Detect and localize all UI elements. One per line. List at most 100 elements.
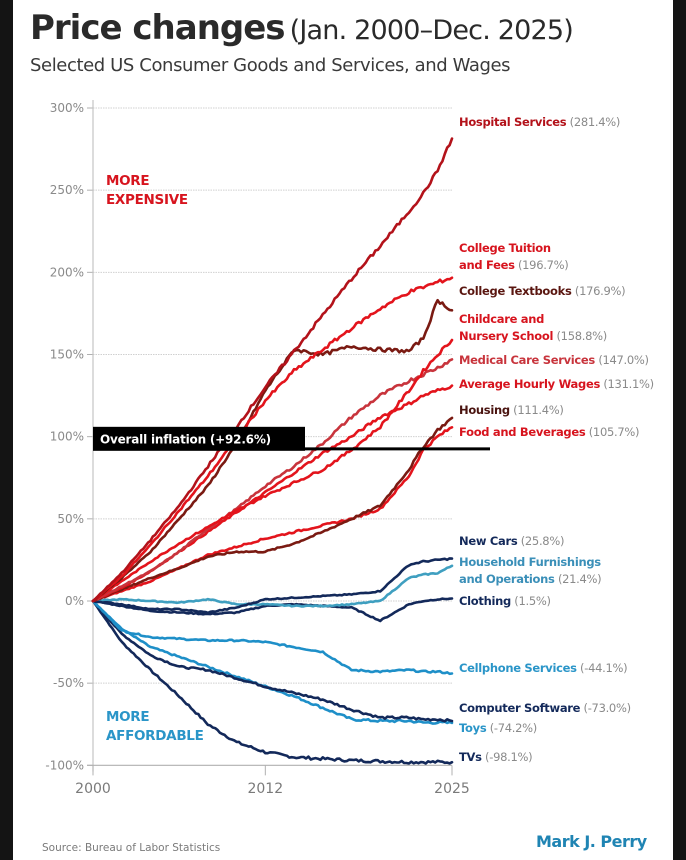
series-name: Childcare and (459, 312, 544, 326)
series-name: Toys (459, 721, 487, 735)
series-value: (-74.2%) (486, 721, 537, 735)
series-value: (176.9%) (572, 284, 626, 298)
series-label-text: New Cars (25.8%) (459, 534, 564, 548)
series-name: Hospital Services (459, 115, 567, 129)
series-line-college-textbooks (91, 298, 454, 603)
series-value: (281.4%) (566, 115, 620, 129)
series-label: College Textbooks (176.9%) (459, 284, 626, 298)
x-tick-label: 2025 (434, 781, 470, 797)
series-label: Hospital Services (281.4%) (459, 115, 620, 129)
series-line-toys (91, 599, 454, 725)
y-tick-label: -50% (53, 676, 84, 690)
more-affordable-label: MORE (106, 709, 149, 725)
series-value: (-98.1%) (482, 750, 533, 764)
series-name: Average Hourly Wages (459, 377, 600, 391)
series-name: Housing (459, 403, 510, 417)
series-lines (91, 137, 454, 765)
series-labels: Hospital Services (281.4%) College Tuitio… (459, 115, 654, 764)
y-tick-label: 100% (50, 430, 84, 444)
series-label-text: and Operations (21.4%) (459, 572, 601, 586)
series-line-cellphone-services (91, 599, 454, 676)
series-value: (-73.0%) (580, 701, 631, 715)
series-name: College Textbooks (459, 284, 572, 298)
series-label-text: Computer Software (-73.0%) (459, 701, 631, 715)
series-line-housing (91, 416, 454, 603)
source-note: Source: Bureau of Labor Statistics (42, 842, 221, 854)
series-label-text: Food and Beverages (105.7%) (459, 425, 639, 439)
annotations: MORE EXPENSIVE MORE AFFORDABLE (106, 173, 204, 744)
more-expensive-label: EXPENSIVE (106, 192, 188, 208)
series-name: Clothing (459, 594, 511, 608)
series-name: Nursery School (459, 329, 553, 343)
series-label-text: Housing (111.4%) (459, 403, 564, 417)
series-label: College Tuition and Fees (196.7%) (459, 241, 569, 272)
series-label-text: Hospital Services (281.4%) (459, 115, 620, 129)
y-tick-label: 150% (50, 348, 84, 362)
series-label: New Cars (25.8%) (459, 534, 564, 548)
series-label-text: College Textbooks (176.9%) (459, 284, 625, 298)
series-label-text: Medical Care Services (147.0%) (459, 353, 649, 367)
series-label: Food and Beverages (105.7%) (459, 425, 639, 439)
series-label: Toys (-74.2%) (459, 721, 537, 735)
series-value: (147.0%) (595, 353, 649, 367)
overall-inflation-marker: Overall inflation (+92.6%) (93, 426, 490, 451)
series-label: Clothing (1.5%) (459, 594, 551, 608)
series-name: New Cars (459, 534, 518, 548)
series-value: (25.8%) (517, 534, 564, 548)
series-name: College Tuition (459, 241, 551, 255)
series-line-household-furnishings-and-operations (91, 564, 454, 608)
series-value: (1.5%) (511, 594, 551, 608)
series-label-text: TVs (-98.1%) (459, 750, 532, 764)
series-label: TVs (-98.1%) (459, 750, 533, 764)
more-expensive-label: MORE (106, 173, 149, 189)
series-line-clothing (91, 597, 454, 623)
series-name: and Operations (459, 572, 555, 586)
series-line-new-cars (91, 557, 454, 615)
series-name: Household Furnishings (459, 555, 601, 569)
x-tick-label: 2012 (247, 781, 283, 797)
series-label-text: Average Hourly Wages (131.1%) (459, 377, 654, 391)
series-name: Computer Software (459, 701, 581, 715)
series-label-text: Clothing (1.5%) (459, 594, 551, 608)
series-value: (131.1%) (600, 377, 654, 391)
series-line-medical-care-services (91, 358, 454, 603)
series-line-hospital-services (91, 137, 454, 603)
series-label-text: Household Furnishings (459, 555, 601, 569)
series-label: Household Furnishings and Operations (21.… (459, 555, 602, 586)
series-line-college-tuition-and-fees (91, 276, 454, 603)
series-value: (21.4%) (555, 572, 602, 586)
series-label: Cellphone Services (-44.1%) (459, 661, 628, 675)
series-value: (111.4%) (510, 403, 564, 417)
author-credit: Mark J. Perry (536, 832, 647, 851)
series-label-text: and Fees (196.7%) (459, 258, 568, 272)
series-name: Cellphone Services (459, 661, 577, 675)
series-name: and Fees (459, 258, 515, 272)
x-tick-label: 2000 (75, 781, 111, 797)
y-tick-label: -100% (45, 758, 84, 772)
series-value: (-44.1%) (577, 661, 628, 675)
chart-title: Price changes (Jan. 2000–Dec. 2025) (30, 8, 574, 48)
series-value: (158.8%) (553, 329, 607, 343)
series-name: Medical Care Services (459, 353, 595, 367)
series-label: Housing (111.4%) (459, 403, 564, 417)
y-tick-label: 300% (50, 101, 84, 115)
series-line-tvs (91, 599, 454, 765)
series-label-text: Childcare and (459, 312, 544, 326)
right-background-strip (673, 0, 686, 860)
series-label-text: Nursery School (158.8%) (459, 329, 607, 343)
series-label: Computer Software (-73.0%) (459, 701, 631, 715)
series-line-childcare-and-nursery-school (91, 338, 454, 603)
overall-inflation-label: Overall inflation (+92.6%) (100, 432, 271, 446)
series-name: Food and Beverages (459, 425, 586, 439)
y-tick-label: 200% (50, 265, 84, 279)
series-label: Medical Care Services (147.0%) (459, 353, 649, 367)
overall-inflation-box (93, 426, 305, 451)
series-line-food-and-beverages (91, 426, 454, 603)
series-label-text: Cellphone Services (-44.1%) (459, 661, 627, 675)
title-date-range: (Jan. 2000–Dec. 2025) (289, 15, 574, 46)
left-background-strip (0, 0, 13, 860)
y-tick-label: 50% (57, 512, 84, 526)
y-tick-label: 0% (65, 594, 84, 608)
series-label: Average Hourly Wages (131.1%) (459, 377, 654, 391)
